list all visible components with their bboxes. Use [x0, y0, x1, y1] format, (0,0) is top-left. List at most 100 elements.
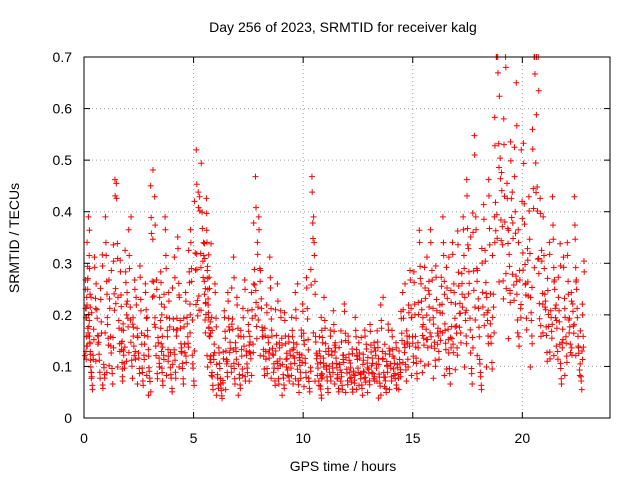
- data-point: [131, 352, 138, 359]
- data-point: [270, 360, 277, 367]
- data-point: [185, 344, 192, 351]
- data-point: [158, 340, 165, 347]
- data-point: [91, 264, 98, 271]
- data-point: [341, 301, 348, 308]
- data-point: [122, 268, 129, 275]
- data-point: [520, 267, 527, 274]
- data-point: [174, 245, 181, 252]
- data-point: [538, 247, 545, 254]
- data-point: [255, 317, 262, 324]
- data-point: [190, 378, 197, 385]
- data-point: [360, 368, 367, 375]
- data-point: [300, 330, 307, 337]
- data-point: [153, 286, 160, 293]
- data-point: [484, 309, 491, 316]
- data-point: [115, 317, 122, 324]
- data-point: [534, 183, 541, 190]
- data-point: [434, 325, 441, 332]
- data-point: [452, 366, 459, 373]
- data-point: [207, 318, 214, 325]
- data-point: [233, 294, 240, 301]
- data-point: [203, 210, 210, 217]
- data-point: [439, 213, 446, 220]
- data-point: [474, 352, 481, 359]
- data-point: [402, 280, 409, 287]
- data-point: [264, 365, 271, 372]
- data-point: [433, 296, 440, 303]
- data-point: [152, 343, 159, 350]
- data-point: [538, 333, 545, 340]
- data-point: [460, 226, 467, 233]
- data-point: [195, 293, 202, 300]
- data-point: [426, 303, 433, 310]
- data-point: [480, 216, 487, 223]
- y-tick-label: 0.6: [53, 101, 73, 117]
- data-point: [238, 353, 245, 360]
- data-point: [469, 210, 476, 217]
- data-point: [479, 289, 486, 296]
- data-point: [243, 360, 250, 367]
- data-point: [165, 358, 172, 365]
- data-point: [529, 126, 536, 133]
- data-point: [526, 250, 533, 257]
- data-point: [272, 306, 279, 313]
- data-point: [251, 281, 258, 288]
- data-point: [440, 239, 447, 246]
- data-point: [436, 356, 443, 363]
- data-point: [304, 315, 311, 322]
- data-point: [396, 347, 403, 354]
- data-point: [90, 352, 97, 359]
- data-point: [551, 286, 558, 293]
- data-point: [145, 364, 152, 371]
- data-point: [225, 315, 232, 322]
- data-point: [250, 220, 257, 227]
- data-point: [470, 268, 477, 275]
- data-point: [482, 279, 489, 286]
- data-point: [148, 214, 155, 221]
- data-point: [297, 375, 304, 382]
- data-point: [557, 263, 564, 270]
- data-point: [353, 346, 360, 353]
- data-point: [490, 304, 497, 311]
- data-point: [203, 239, 210, 246]
- data-point: [427, 329, 434, 336]
- data-point: [108, 267, 115, 274]
- data-point: [308, 173, 315, 180]
- data-point: [113, 180, 120, 187]
- data-point: [122, 247, 129, 254]
- data-point: [233, 348, 240, 355]
- data-point: [152, 314, 159, 321]
- data-point: [514, 317, 521, 324]
- data-point: [108, 365, 115, 372]
- data-point: [535, 87, 542, 94]
- data-point: [469, 344, 476, 351]
- data-point: [382, 385, 389, 392]
- data-point: [222, 347, 229, 354]
- data-point: [513, 79, 520, 86]
- data-point: [324, 385, 331, 392]
- data-point: [446, 365, 453, 372]
- data-point: [279, 361, 286, 368]
- grid: [84, 56, 610, 418]
- data-point: [550, 264, 557, 271]
- data-point: [421, 264, 428, 271]
- data-point: [84, 286, 91, 293]
- data-point: [329, 360, 336, 367]
- data-point: [540, 213, 547, 220]
- data-point: [261, 366, 268, 373]
- data-point: [574, 314, 581, 321]
- data-point: [478, 245, 485, 252]
- data-point: [513, 273, 520, 280]
- data-point: [130, 314, 137, 321]
- data-point: [92, 358, 99, 365]
- data-point: [88, 375, 95, 382]
- data-point: [522, 261, 529, 268]
- data-point: [152, 222, 159, 229]
- data-point: [186, 268, 193, 275]
- data-point: [145, 392, 152, 399]
- data-point: [519, 249, 526, 256]
- data-point: [239, 366, 246, 373]
- data-point: [471, 132, 478, 139]
- data-point: [361, 369, 368, 376]
- data-point: [459, 280, 466, 287]
